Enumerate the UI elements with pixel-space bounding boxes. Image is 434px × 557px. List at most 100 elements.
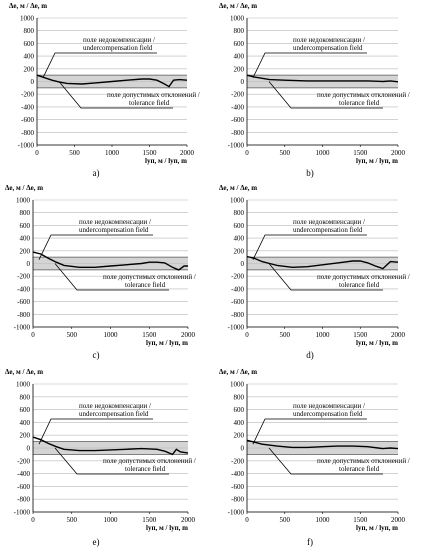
y-tick-label: -400 (231, 103, 244, 111)
x-tick-label: 0 (31, 516, 35, 524)
y-tick-label: 600 (24, 40, 35, 48)
tolerance-label-ru: поле допустимых отклонений / (317, 457, 410, 465)
y-tick-label: -200 (21, 91, 34, 99)
undercompensation-label-ru: поле недокомпенсации / (79, 402, 151, 410)
y-tick-label: 200 (234, 65, 245, 73)
undercompensation-label-en: undercompensation field (293, 44, 363, 52)
tolerance-label-ru: поле допустимых отклонений / (317, 273, 410, 281)
y-tick-label: -800 (17, 496, 30, 504)
tolerance-label-en: tolerance field (125, 465, 166, 473)
y-tick-label: 600 (234, 40, 245, 48)
y-tick-label: 600 (20, 406, 31, 414)
y-tick-label: 800 (234, 27, 245, 35)
series-line (246, 74, 399, 83)
panel-label: a) (93, 168, 100, 178)
y-tick-label: -200 (17, 273, 30, 281)
undercompensation-label-en: undercompensation field (293, 410, 363, 418)
series-line (32, 251, 188, 271)
y-tick-label: -1000 (228, 142, 245, 150)
undercompensation-label-ru: поле недокомпенсации / (293, 402, 365, 410)
y-tick-label: -800 (231, 311, 244, 319)
y-tick-label: 0 (241, 260, 245, 268)
y-tick-label: 400 (234, 235, 245, 243)
y-tick-label: 1000 (16, 197, 31, 205)
y-tick-label: -200 (231, 273, 244, 281)
y-tick-label: -800 (21, 129, 34, 137)
x-axis-title: lуп, м / lуп, m (146, 339, 188, 347)
y-tick-label: 1000 (16, 381, 31, 389)
y-tick-label: -400 (231, 285, 244, 293)
panel-label: c) (93, 350, 100, 360)
undercompensation-label-en: undercompensation field (79, 410, 149, 418)
y-tick-label: 400 (20, 235, 31, 243)
x-tick-label: 1500 (142, 331, 157, 339)
y-tick-label: -200 (17, 457, 30, 465)
tolerance-callout-line (268, 447, 383, 475)
series-line (36, 74, 188, 88)
x-tick-label: 0 (245, 331, 249, 339)
y-tick-label: 800 (24, 27, 35, 35)
y-tick-label: 600 (234, 222, 245, 230)
y-tick-label: 1000 (20, 15, 35, 23)
x-tick-label: 1000 (105, 149, 120, 157)
x-tick-label: 2000 (181, 516, 196, 524)
y-tick-label: 0 (241, 78, 245, 86)
y-tick-label: 200 (234, 247, 245, 255)
y-tick-label: -600 (231, 116, 244, 124)
y-tick-label: 200 (24, 65, 35, 73)
undercompensation-label-ru: поле недокомпенсации / (83, 36, 155, 44)
x-tick-label: 500 (69, 149, 80, 157)
y-tick-label: 0 (27, 260, 31, 268)
tolerance-callout-line (268, 81, 383, 109)
y-tick-label: -800 (231, 496, 244, 504)
y-axis-title: Δe, м / Δe, m (219, 368, 257, 376)
x-tick-label: 500 (67, 331, 78, 339)
x-axis-title: lуп, м / lуп, m (356, 339, 398, 347)
panel-label: b) (306, 168, 314, 178)
y-axis-title: Δe, м / Δe, m (5, 184, 43, 192)
y-tick-label: -1000 (18, 142, 35, 150)
x-tick-label: 1500 (142, 516, 157, 524)
tolerance-label-ru: поле допустимых отклонений / (103, 273, 196, 281)
x-tick-label: 1000 (316, 149, 331, 157)
tolerance-label-ru: поле допустимых отклонений / (317, 91, 410, 99)
x-tick-label: 2000 (391, 516, 406, 524)
y-axis-title: Δe, м / Δe, m (219, 184, 257, 192)
y-tick-label: 0 (31, 78, 35, 86)
x-tick-label: 1000 (316, 331, 331, 339)
undercompensation-callout-line (252, 234, 367, 260)
tolerance-callout-line (58, 81, 173, 109)
x-tick-label: 1500 (353, 149, 368, 157)
y-tick-label: -600 (21, 116, 34, 124)
tolerance-callout-line (54, 263, 169, 291)
y-tick-label: 400 (234, 53, 245, 61)
y-tick-label: -800 (231, 129, 244, 137)
x-tick-label: 0 (31, 331, 35, 339)
y-tick-label: -400 (17, 285, 30, 293)
x-tick-label: 2000 (391, 331, 406, 339)
y-tick-label: -400 (21, 103, 34, 111)
y-tick-label: 200 (20, 247, 31, 255)
y-axis-title: Δe, м / Δe, m (5, 368, 43, 376)
y-tick-label: -1000 (14, 324, 31, 332)
tolerance-label-en: tolerance field (339, 99, 380, 107)
x-tick-label: 2000 (181, 331, 196, 339)
x-tick-label: 500 (280, 516, 291, 524)
y-tick-label: -1000 (14, 509, 31, 517)
undercompensation-label-en: undercompensation field (79, 226, 149, 234)
x-tick-label: 2000 (180, 149, 195, 157)
panel-label: f) (307, 537, 313, 547)
y-tick-label: 1000 (230, 381, 245, 389)
y-tick-label: 1000 (230, 197, 245, 205)
undercompensation-label-ru: поле недокомпенсации / (293, 36, 365, 44)
y-tick-label: 800 (234, 393, 245, 401)
x-tick-label: 0 (245, 516, 249, 524)
y-tick-label: -600 (17, 483, 30, 491)
x-tick-label: 1000 (104, 331, 119, 339)
tolerance-label-en: tolerance field (129, 99, 170, 107)
y-tick-label: -400 (17, 470, 30, 478)
